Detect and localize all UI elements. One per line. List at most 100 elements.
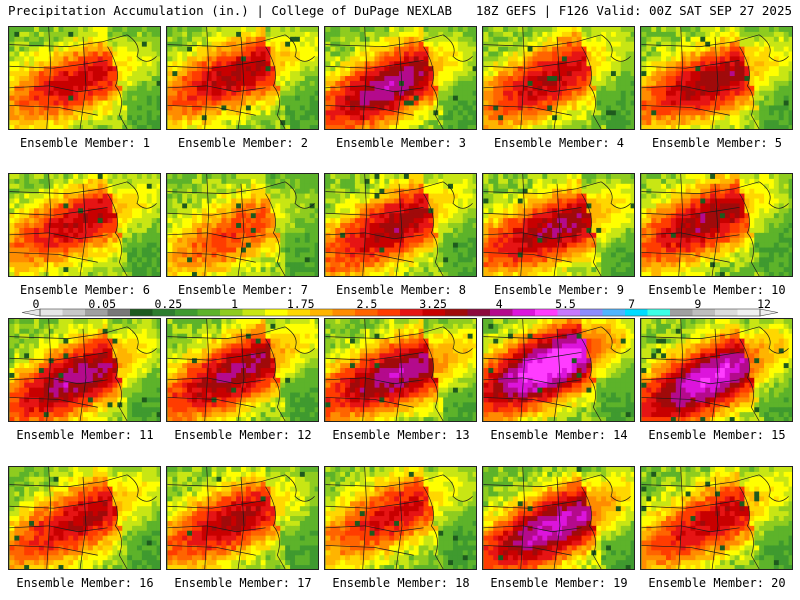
ensemble-member-label: Ensemble Member: 19 — [490, 576, 628, 590]
color-swatch — [310, 309, 333, 316]
page-title: Precipitation Accumulation (in.) | Colle… — [8, 3, 453, 18]
ensemble-member-label: Ensemble Member: 2 — [177, 136, 309, 150]
ensemble-map-1 — [8, 26, 161, 130]
ensemble-member-label: Ensemble Member: 4 — [493, 136, 625, 150]
color-swatch — [85, 309, 108, 316]
color-swatch — [580, 309, 603, 316]
color-swatch — [377, 309, 401, 316]
ensemble-map-9 — [482, 173, 635, 277]
precip-field — [167, 27, 318, 129]
color-swatch — [400, 309, 423, 316]
ensemble-map-15 — [640, 318, 793, 422]
ensemble-member-label: Ensemble Member: 10 — [648, 283, 786, 297]
color-swatch — [175, 309, 198, 316]
ensemble-member-label: Ensemble Member: 14 — [490, 428, 628, 442]
ensemble-map-17 — [166, 466, 319, 570]
ensemble-member-label: Ensemble Member: 1 — [19, 136, 151, 150]
color-swatch — [490, 309, 513, 316]
ensemble-member-label: Ensemble Member: 8 — [335, 283, 467, 297]
ensemble-member-label: Ensemble Member: 17 — [174, 576, 312, 590]
scale-tick-label: 0.05 — [88, 297, 117, 311]
ensemble-map-5 — [640, 26, 793, 130]
precip-field — [167, 174, 318, 276]
color-swatch — [647, 309, 671, 316]
scale-tick-label: 5.5 — [555, 297, 576, 311]
precip-field — [641, 27, 792, 129]
ensemble-member-label: Ensemble Member: 16 — [16, 576, 154, 590]
ensemble-member-label: Ensemble Member: 9 — [493, 283, 625, 297]
color-swatch — [40, 309, 63, 316]
color-swatch — [602, 309, 626, 316]
precip-field — [483, 467, 634, 569]
color-swatch — [467, 309, 491, 316]
precip-field — [9, 467, 160, 569]
ensemble-member-label: Ensemble Member: 18 — [332, 576, 470, 590]
scale-tick-label: 0 — [32, 297, 40, 311]
color-swatch — [715, 309, 738, 316]
color-swatch — [670, 309, 693, 316]
scale-tick-label: 1.75 — [286, 297, 315, 311]
model-run-info: 18Z GEFS | F126 Valid: 00Z SAT SEP 27 20… — [475, 3, 792, 18]
ensemble-member-label: Ensemble Member: 20 — [648, 576, 786, 590]
precip-field — [325, 27, 476, 129]
color-swatch — [107, 309, 131, 316]
precip-field — [167, 319, 318, 421]
scale-tick-label: 12 — [757, 297, 771, 311]
ensemble-map-14 — [482, 318, 635, 422]
precip-field — [325, 467, 476, 569]
color-swatch — [265, 309, 288, 316]
color-scale-bar — [21, 308, 779, 317]
ensemble-map-12 — [166, 318, 319, 422]
color-swatch — [737, 309, 761, 316]
ensemble-map-18 — [324, 466, 477, 570]
precip-field — [641, 174, 792, 276]
ensemble-map-7 — [166, 173, 319, 277]
color-swatch — [535, 309, 558, 316]
ensemble-member-label: Ensemble Member: 3 — [335, 136, 467, 150]
precip-field — [641, 319, 792, 421]
scale-tick-label: 2.5 — [356, 297, 378, 311]
color-swatch — [625, 309, 648, 316]
ensemble-member-label: Ensemble Member: 11 — [16, 428, 154, 442]
color-swatch — [557, 309, 581, 316]
precip-field — [325, 174, 476, 276]
ensemble-map-20 — [640, 466, 793, 570]
scale-tick-label: 3.25 — [419, 297, 447, 311]
precip-field — [641, 467, 792, 569]
color-swatch — [220, 309, 243, 316]
ensemble-map-13 — [324, 318, 477, 422]
color-swatch — [130, 309, 153, 316]
color-swatch — [287, 309, 311, 316]
scale-tick-label: 9 — [694, 297, 702, 311]
precip-field — [9, 174, 160, 276]
color-swatch — [445, 309, 468, 316]
ensemble-map-3 — [324, 26, 477, 130]
ensemble-member-label: Ensemble Member: 7 — [177, 283, 309, 297]
ensemble-map-11 — [8, 318, 161, 422]
color-swatch — [197, 309, 221, 316]
ensemble-member-label: Ensemble Member: 15 — [648, 428, 786, 442]
ensemble-map-10 — [640, 173, 793, 277]
precip-field — [9, 27, 160, 129]
precip-field — [483, 27, 634, 129]
ensemble-map-19 — [482, 466, 635, 570]
ensemble-map-6 — [8, 173, 161, 277]
precip-field — [167, 467, 318, 569]
scale-tick-label: 1 — [231, 297, 238, 311]
ensemble-map-2 — [166, 26, 319, 130]
color-swatch — [692, 309, 716, 316]
ensemble-map-4 — [482, 26, 635, 130]
color-swatch — [242, 309, 266, 316]
precip-field — [9, 319, 160, 421]
color-swatch — [422, 309, 446, 316]
ensemble-member-label: Ensemble Member: 6 — [19, 283, 151, 297]
scale-tick-label: 4 — [495, 297, 503, 311]
ensemble-map-16 — [8, 466, 161, 570]
color-swatch — [332, 309, 356, 316]
precip-field — [483, 319, 634, 421]
ensemble-member-label: Ensemble Member: 13 — [332, 428, 470, 442]
precip-field — [483, 174, 634, 276]
color-swatch — [152, 309, 176, 316]
color-swatch — [512, 309, 536, 316]
ensemble-member-label: Ensemble Member: 5 — [651, 136, 783, 150]
